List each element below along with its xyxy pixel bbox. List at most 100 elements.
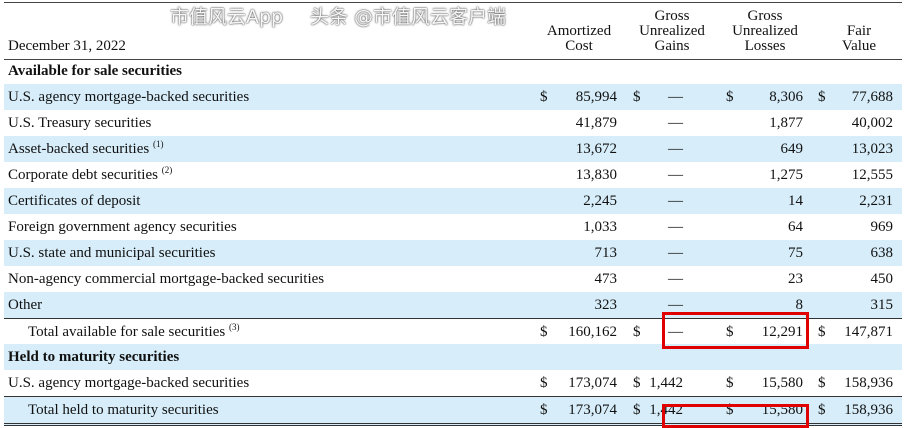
cell-value: 969	[870, 219, 894, 235]
cell-value: 13,830	[575, 167, 617, 183]
section-title: Held to maturity securities	[8, 349, 180, 365]
currency-symbol: $	[818, 375, 826, 391]
cell-value: 158,936	[844, 375, 893, 391]
cell-value: 75	[788, 245, 803, 261]
cell-value: 160,162	[568, 324, 617, 340]
cell-value: 15,580	[761, 375, 803, 391]
cell-value: 323	[594, 297, 618, 313]
cell-value: 2,245	[583, 193, 617, 209]
cell-value: 713	[594, 245, 618, 261]
row-label: Total held to maturity securities	[28, 397, 219, 423]
watermark-app: 市值风云App	[170, 6, 284, 28]
row-label-text: U.S. Treasury securities	[8, 115, 152, 131]
row-label: U.S. agency mortgage-backed securities	[8, 370, 249, 396]
cell-value: 173,074	[568, 402, 617, 418]
row-label-text: U.S. agency mortgage-backed securities	[8, 89, 250, 105]
row-label-text: Total held to maturity securities	[28, 402, 219, 418]
row-label-text: Asset-backed securities	[8, 141, 150, 157]
cell-value: 40,002	[851, 115, 893, 131]
col-amortized-cost: Amortized Cost	[546, 23, 612, 54]
row-label: U.S. state and municipal securities	[8, 240, 215, 266]
row-label: U.S. agency mortgage-backed securities	[8, 84, 249, 110]
table-row: Asset-backed securities (1) 13,672 — 649 13,…	[4, 136, 902, 162]
currency-symbol: $	[726, 402, 734, 418]
table-row: Non-agency commercial mortgage-backed se…	[4, 266, 902, 292]
currency-symbol: $	[726, 375, 734, 391]
cell-value: 23	[788, 271, 803, 287]
col-gross-losses: Gross Unrealized Losses	[732, 8, 798, 54]
cell-value: 12,291	[761, 324, 803, 340]
col-gross-gains: Gross Unrealized Gains	[639, 8, 705, 54]
highlight-box	[662, 404, 809, 428]
currency-symbol: $	[540, 324, 548, 340]
currency-symbol: $	[633, 402, 641, 418]
watermark-toutiao: 头条 @市值风云客户端	[310, 6, 507, 28]
table-row: U.S. agency mortgage-backed securities $8…	[4, 84, 902, 110]
row-label-text: Foreign government agency securities	[8, 219, 237, 235]
table-row: U.S. agency mortgage-backed securities $1…	[4, 370, 902, 396]
currency-symbol: $	[633, 89, 641, 105]
cell-value: 2,231	[859, 193, 893, 209]
cell-value: —	[668, 324, 683, 340]
total-row: Total held to maturity securities $173,07…	[4, 396, 902, 426]
cell-value: 147,871	[844, 324, 893, 340]
row-label-text: U.S. state and municipal securities	[8, 245, 216, 261]
cell-value: 13,672	[575, 141, 617, 157]
cell-value: 158,936	[844, 402, 893, 418]
cell-value: 450	[870, 271, 894, 287]
cell-value: —	[668, 167, 683, 183]
row-label-text: Non-agency commercial mortgage-backed se…	[8, 271, 325, 287]
cell-value: 649	[780, 141, 804, 157]
row-label: Other	[8, 292, 42, 318]
cell-value: —	[668, 89, 683, 105]
cell-value: 41,879	[575, 115, 617, 131]
cell-value: 315	[870, 297, 894, 313]
table-row: Foreign government agency securities 1,03…	[4, 214, 902, 240]
cell-value: 85,994	[575, 89, 617, 105]
cell-value: 473	[594, 271, 618, 287]
cell-value: 173,074	[568, 375, 617, 391]
table-row: U.S. state and municipal securities 713 — 7…	[4, 240, 902, 266]
currency-symbol: $	[633, 375, 641, 391]
footnote-marker: (3)	[228, 322, 240, 332]
cell-value: —	[668, 297, 683, 313]
cell-value: —	[668, 271, 683, 287]
table-row: U.S. Treasury securities 41,879 — 1,877 40,0…	[4, 110, 902, 136]
section-title: Available for sale securities	[8, 63, 182, 79]
currency-symbol: $	[633, 324, 641, 340]
row-label: Total available for sale securities (3)	[28, 319, 239, 345]
row-label-text: Certificates of deposit	[8, 193, 141, 209]
cell-value: —	[668, 219, 683, 235]
cell-value: 1,275	[769, 167, 803, 183]
row-label-text: Total available for sale securities	[28, 324, 226, 340]
cell-value: 77,688	[851, 89, 893, 105]
cell-value: —	[668, 141, 683, 157]
cell-value: 13,023	[851, 141, 893, 157]
footnote-marker: (2)	[161, 165, 173, 175]
table-header: December 31, 2022 Amortized Cost Gross U…	[4, 2, 902, 60]
cell-value: 638	[870, 245, 894, 261]
currency-symbol: $	[540, 89, 548, 105]
row-label: Non-agency commercial mortgage-backed se…	[8, 266, 324, 292]
currency-symbol: $	[726, 324, 734, 340]
currency-symbol: $	[540, 402, 548, 418]
row-label-text: Corporate debt securities	[8, 167, 158, 183]
row-label-text: U.S. agency mortgage-backed securities	[8, 375, 250, 391]
row-label: U.S. Treasury securities	[8, 110, 151, 136]
currency-symbol: $	[540, 375, 548, 391]
col-fair-value: Fair Value	[841, 23, 877, 54]
cell-value: —	[668, 193, 683, 209]
cell-value: 14	[788, 193, 803, 209]
highlight-box	[662, 312, 809, 349]
currency-symbol: $	[818, 402, 826, 418]
cell-value: —	[668, 115, 683, 131]
row-label: Foreign government agency securities	[8, 214, 237, 240]
currency-symbol: $	[818, 89, 826, 105]
row-label: Certificates of deposit	[8, 188, 140, 214]
section-heading: Available for sale securities	[4, 58, 902, 84]
cell-value: 1,442	[649, 375, 683, 391]
cell-value: 8	[795, 297, 804, 313]
cell-value: 64	[788, 219, 803, 235]
table-row: Corporate debt securities (2) 13,830 — 1,27…	[4, 162, 902, 188]
currency-symbol: $	[726, 89, 734, 105]
